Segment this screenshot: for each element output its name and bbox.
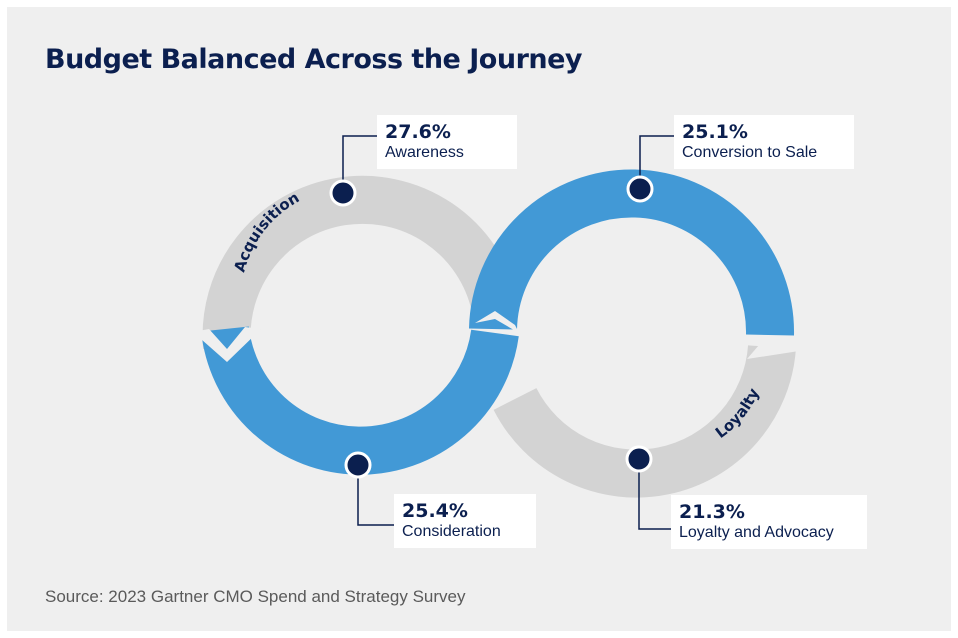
consideration-value: 25.4% (402, 500, 468, 522)
awareness-marker (329, 179, 357, 207)
infographic-panel: Budget Balanced Across the Journey Acqui… (7, 7, 951, 631)
infinity-loop-diagram: Acquisition Loyalty (193, 135, 799, 530)
conversion-label: Conversion to Sale (682, 144, 818, 161)
consideration-leader-line (357, 465, 394, 526)
awareness-callout: 27.6% Awareness (377, 115, 517, 169)
chevron-notch-left (193, 327, 261, 362)
awareness-leader-line (342, 135, 377, 193)
consideration-label: Consideration (402, 523, 501, 540)
source-note: Source: 2023 Gartner CMO Spend and Strat… (45, 587, 466, 606)
chevron-notch-right (747, 337, 799, 359)
loyalty-leader-line (638, 459, 671, 530)
loyalty-marker (625, 445, 653, 473)
conversion-marker (626, 175, 654, 203)
awareness-label: Awareness (385, 144, 464, 161)
consideration-arc (201, 325, 519, 475)
loyalty-callout: 21.3% Loyalty and Advocacy (671, 495, 867, 549)
conversion-arc (469, 169, 795, 336)
awareness-value: 27.6% (385, 121, 451, 143)
conversion-value: 25.1% (682, 121, 748, 143)
loyalty-advocacy-label: Loyalty and Advocacy (679, 524, 834, 541)
consideration-callout: 25.4% Consideration (394, 494, 536, 548)
conversion-leader-line (639, 135, 674, 189)
loyalty-value: 21.3% (679, 501, 745, 523)
loyalty-arc (493, 344, 796, 498)
page-title: Budget Balanced Across the Journey (45, 44, 583, 75)
consideration-marker (344, 451, 372, 479)
conversion-callout: 25.1% Conversion to Sale (674, 115, 854, 169)
chevron-notch-center (465, 311, 519, 333)
